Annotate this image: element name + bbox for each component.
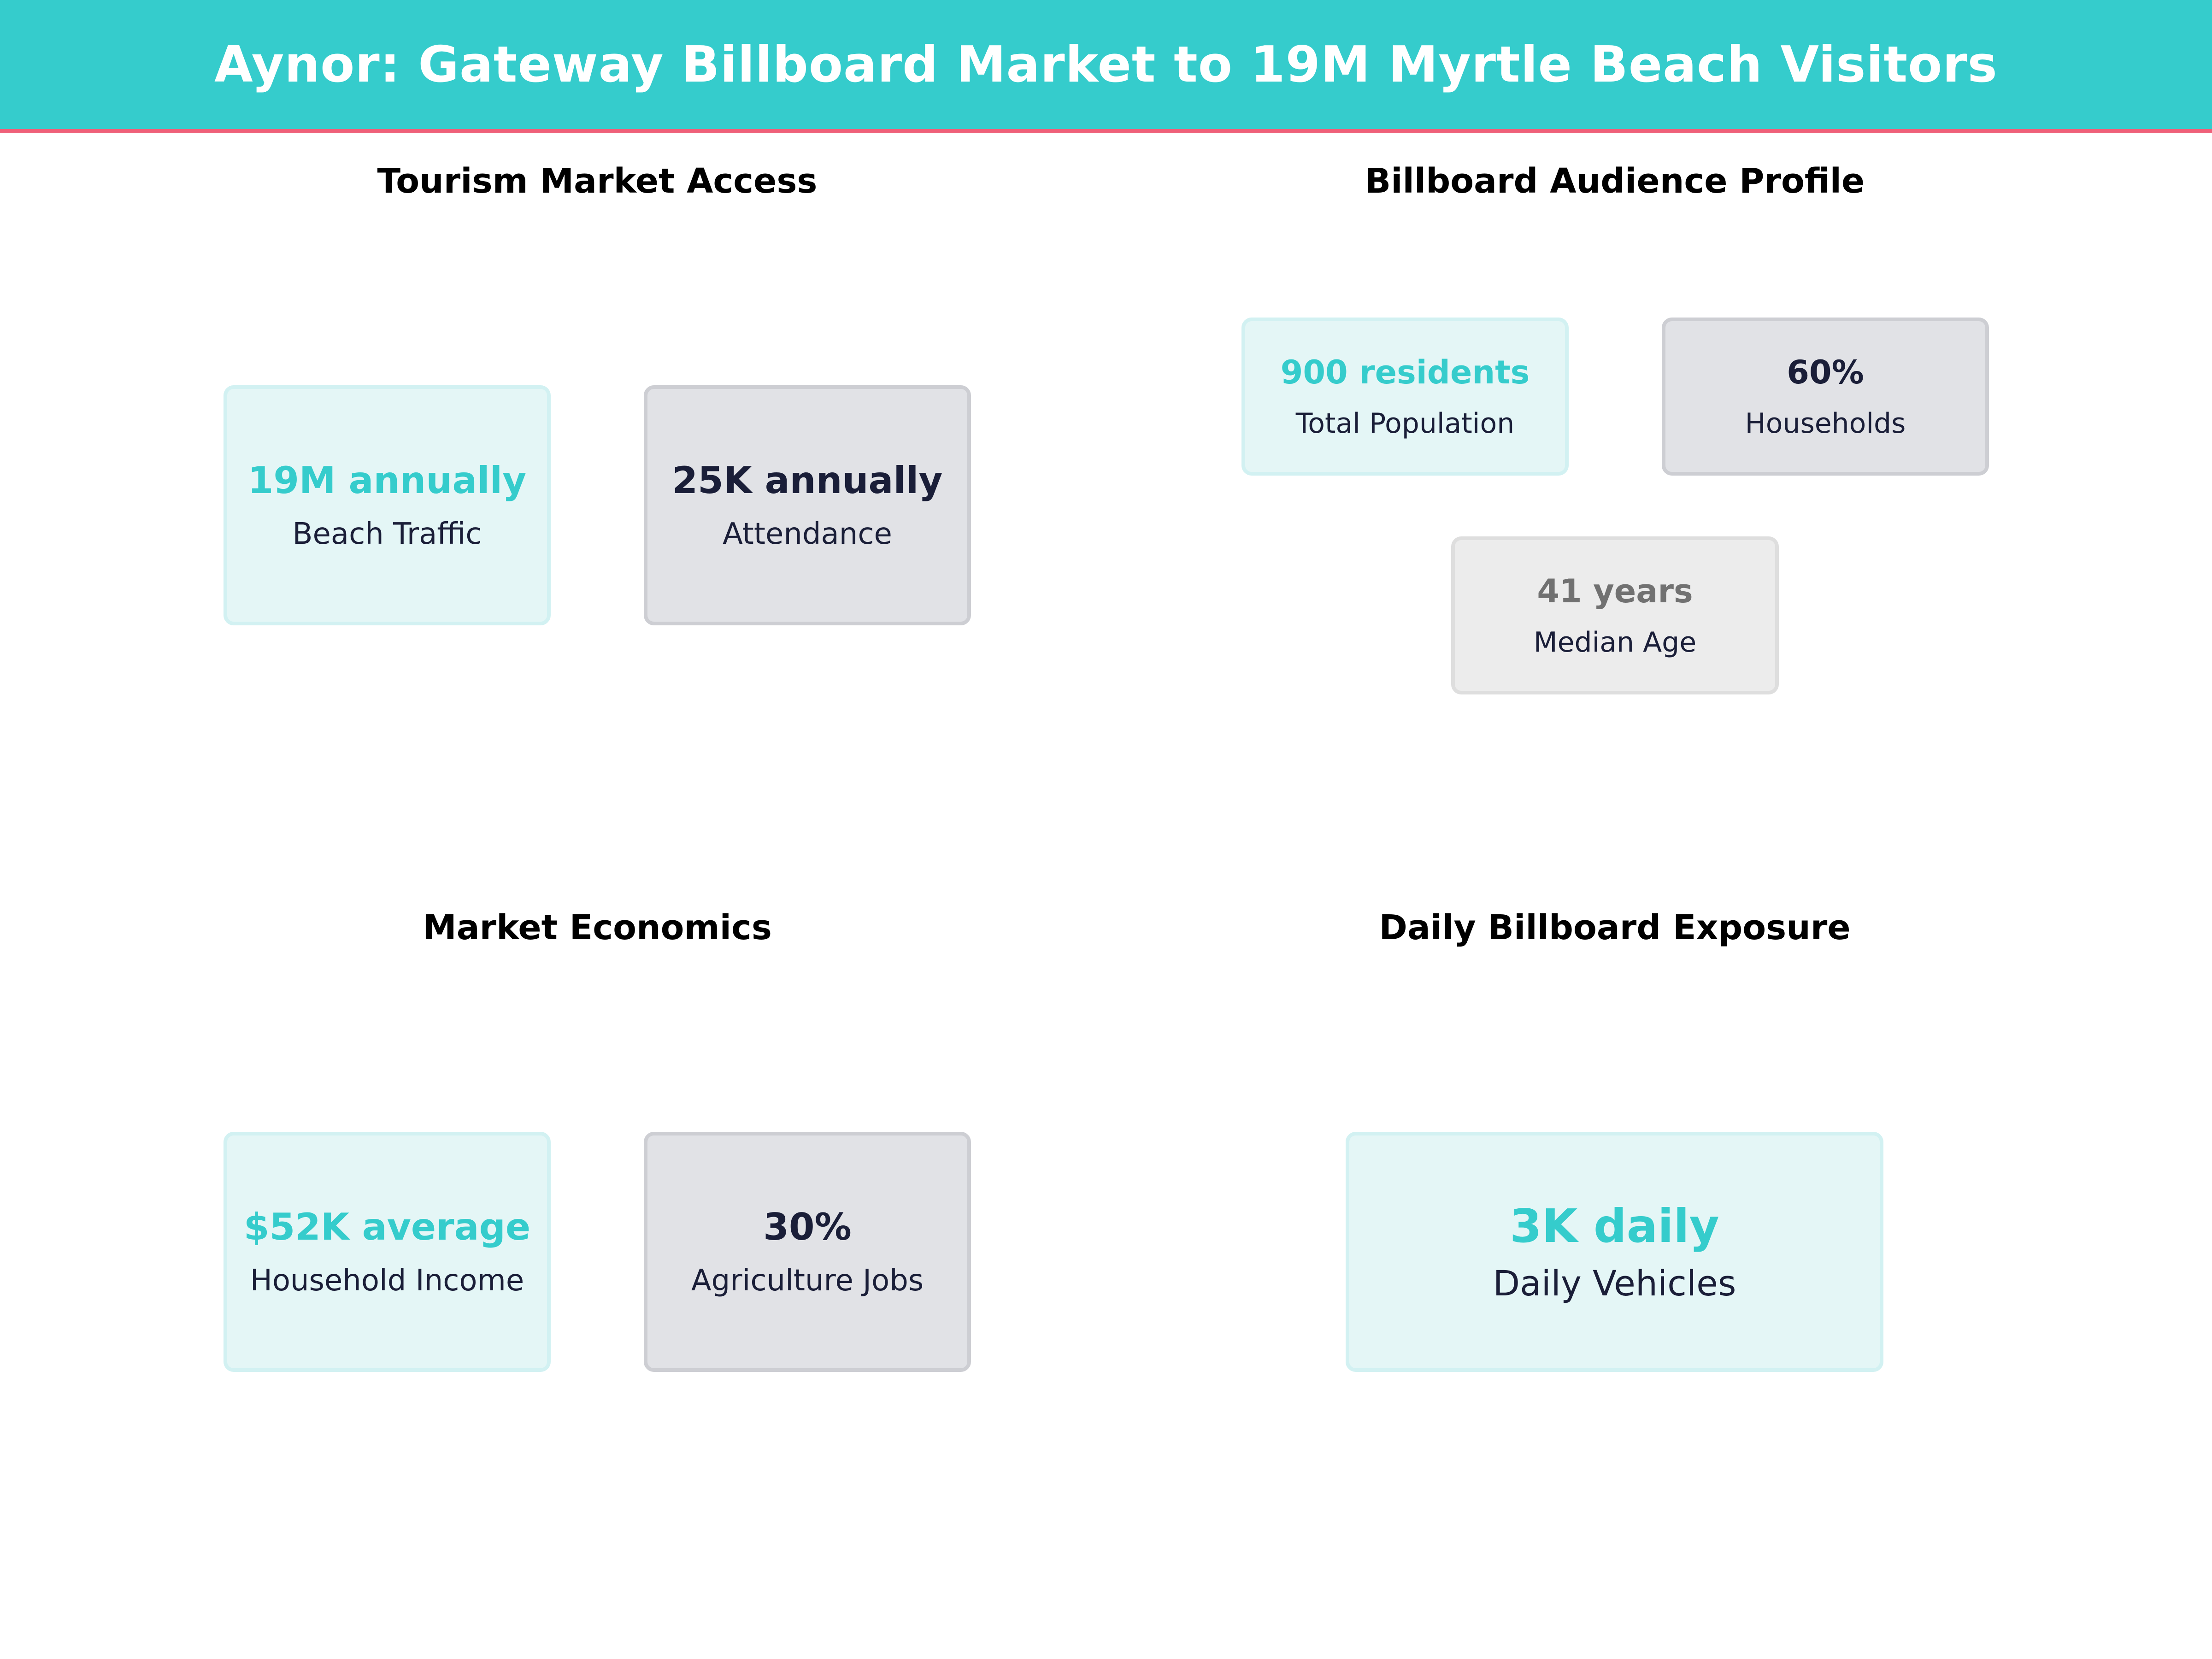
stat-card-attendance: 25K annually Attendance bbox=[644, 385, 971, 625]
section-title-daily-billboard-exposure: Daily Billboard Exposure bbox=[1379, 908, 1851, 947]
stat-label: Total Population bbox=[1295, 407, 1515, 440]
section-title-tourism-market-access: Tourism Market Access bbox=[377, 161, 818, 201]
stat-label: Agriculture Jobs bbox=[691, 1263, 924, 1298]
stat-value: 900 residents bbox=[1280, 353, 1530, 391]
stat-label: Beach Traffic bbox=[292, 517, 482, 551]
stat-card-daily-vehicles: 3K daily Daily Vehicles bbox=[1346, 1132, 1883, 1372]
stat-label: Households bbox=[1745, 407, 1906, 440]
stat-card-median-age: 41 years Median Age bbox=[1451, 536, 1779, 694]
stat-card-total-population: 900 residents Total Population bbox=[1241, 318, 1569, 476]
stat-card-beach-traffic: 19M annually Beach Traffic bbox=[224, 385, 551, 625]
section-title-billboard-audience-profile: Billboard Audience Profile bbox=[1365, 161, 1865, 201]
stat-label: Daily Vehicles bbox=[1493, 1262, 1736, 1304]
stat-value: 41 years bbox=[1537, 572, 1693, 610]
stat-label: Attendance bbox=[723, 517, 892, 551]
stat-value: $52K average bbox=[243, 1205, 531, 1248]
header-banner: Aynor: Gateway Billboard Market to 19M M… bbox=[0, 0, 2212, 129]
stat-label: Median Age bbox=[1533, 626, 1697, 659]
stat-card-agriculture-jobs: 30% Agriculture Jobs bbox=[644, 1132, 971, 1372]
stat-value: 30% bbox=[763, 1205, 852, 1248]
page-title: Aynor: Gateway Billboard Market to 19M M… bbox=[214, 35, 1998, 94]
stat-value: 25K annually bbox=[672, 459, 943, 502]
stat-label: Household Income bbox=[250, 1263, 524, 1298]
stat-value: 60% bbox=[1787, 353, 1864, 391]
stat-value: 3K daily bbox=[1510, 1199, 1719, 1253]
header-accent-line bbox=[0, 129, 2212, 133]
stat-card-households: 60% Households bbox=[1662, 318, 1989, 476]
stat-card-household-income: $52K average Household Income bbox=[224, 1132, 551, 1372]
section-title-market-economics: Market Economics bbox=[423, 908, 772, 947]
stat-value: 19M annually bbox=[247, 459, 527, 502]
